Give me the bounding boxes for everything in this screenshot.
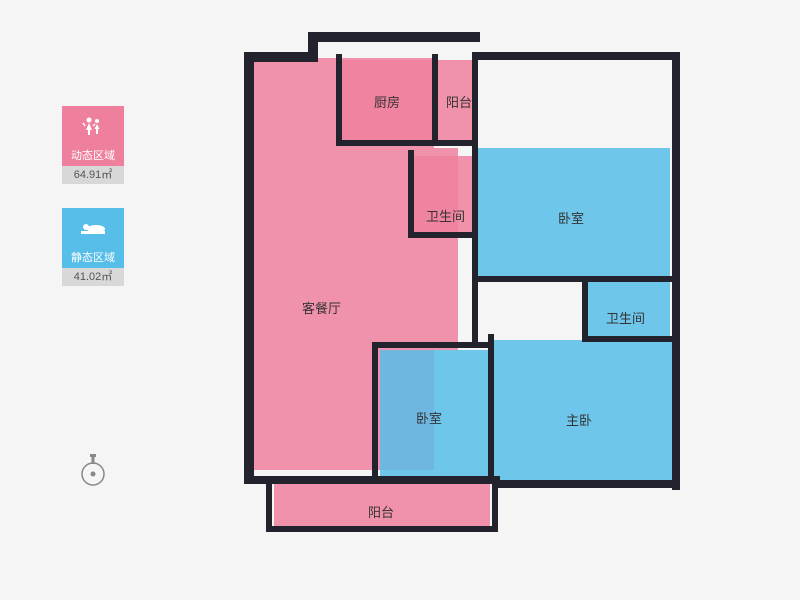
- wall-segment: [432, 54, 438, 142]
- wall-segment: [492, 482, 498, 532]
- legend-dynamic-label: 动态区域: [62, 146, 124, 166]
- wall-segment: [244, 52, 254, 482]
- wall-segment: [488, 334, 494, 482]
- people-icon: [62, 106, 124, 146]
- wall-segment: [472, 54, 478, 142]
- wall-segment: [336, 54, 342, 142]
- legend-static-label: 静态区域: [62, 248, 124, 268]
- room-label-balcony1: 阳台: [446, 92, 472, 111]
- wall-segment: [244, 52, 318, 62]
- wall-segment: [372, 342, 378, 482]
- room-label-bedroom2: 卧室: [416, 408, 442, 427]
- wall-segment: [472, 52, 678, 60]
- room-label-living: 客餐厅: [302, 298, 341, 317]
- wall-segment: [308, 32, 480, 42]
- compass-icon: [78, 454, 108, 488]
- room-corridor: [434, 148, 458, 350]
- wall-segment: [408, 150, 414, 234]
- room-label-bedroom1: 卧室: [558, 208, 584, 227]
- wall-segment: [244, 476, 500, 484]
- wall-segment: [266, 482, 272, 532]
- wall-segment: [672, 52, 680, 490]
- room-label-kitchen: 厨房: [374, 92, 400, 111]
- legend-dynamic-value: 64.91㎡: [62, 166, 124, 184]
- wall-segment: [336, 140, 476, 146]
- wall-segment: [494, 480, 678, 488]
- legend-static: 静态区域 41.02㎡: [62, 208, 124, 286]
- sleep-icon: [62, 208, 124, 248]
- room-label-master: 主卧: [566, 410, 592, 429]
- wall-segment: [582, 280, 588, 342]
- room-label-toilet1: 卫生间: [426, 206, 465, 225]
- wall-segment: [266, 526, 498, 532]
- wall-segment: [372, 342, 490, 348]
- legend-dynamic: 动态区域 64.91㎡: [62, 106, 124, 184]
- legend: 动态区域 64.91㎡ 静态区域 41.02㎡: [62, 106, 124, 310]
- wall-segment: [472, 276, 678, 282]
- room-label-toilet2: 卫生间: [606, 308, 645, 327]
- room-label-balcony2: 阳台: [368, 502, 394, 521]
- wall-segment: [582, 336, 676, 342]
- floorplan: 厨房阳台客餐厅卫生间卧室卫生间卧室主卧阳台: [244, 32, 686, 556]
- wall-segment: [408, 232, 478, 238]
- legend-static-value: 41.02㎡: [62, 268, 124, 286]
- wall-segment: [472, 140, 478, 344]
